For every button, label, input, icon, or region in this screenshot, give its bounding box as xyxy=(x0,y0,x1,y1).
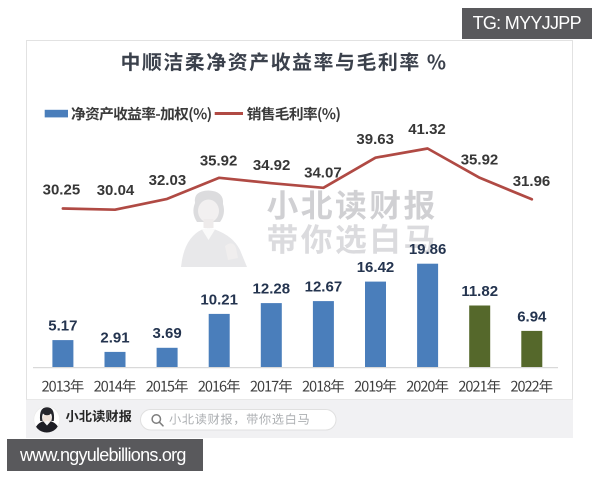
svg-text:16.42: 16.42 xyxy=(357,259,395,276)
svg-text:2.91: 2.91 xyxy=(100,329,129,346)
svg-text:39.63: 39.63 xyxy=(356,131,394,148)
svg-text:35.92: 35.92 xyxy=(461,151,499,168)
svg-text:19.86: 19.86 xyxy=(409,241,447,258)
svg-text:34.07: 34.07 xyxy=(304,164,342,181)
svg-text:41.32: 41.32 xyxy=(408,121,446,138)
svg-text:10.21: 10.21 xyxy=(200,291,238,308)
svg-text:30.04: 30.04 xyxy=(97,182,135,199)
svg-text:35.92: 35.92 xyxy=(200,153,238,170)
svg-text:31.96: 31.96 xyxy=(513,173,551,190)
svg-text:12.28: 12.28 xyxy=(253,281,291,298)
svg-text:11.82: 11.82 xyxy=(461,283,498,300)
svg-text:34.92: 34.92 xyxy=(253,157,291,174)
svg-text:30.25: 30.25 xyxy=(43,181,81,198)
svg-text:32.03: 32.03 xyxy=(149,172,187,189)
svg-text:6.94: 6.94 xyxy=(517,308,547,325)
svg-text:3.69: 3.69 xyxy=(152,325,181,342)
svg-text:12.67: 12.67 xyxy=(305,279,343,296)
svg-text:5.17: 5.17 xyxy=(48,318,77,335)
